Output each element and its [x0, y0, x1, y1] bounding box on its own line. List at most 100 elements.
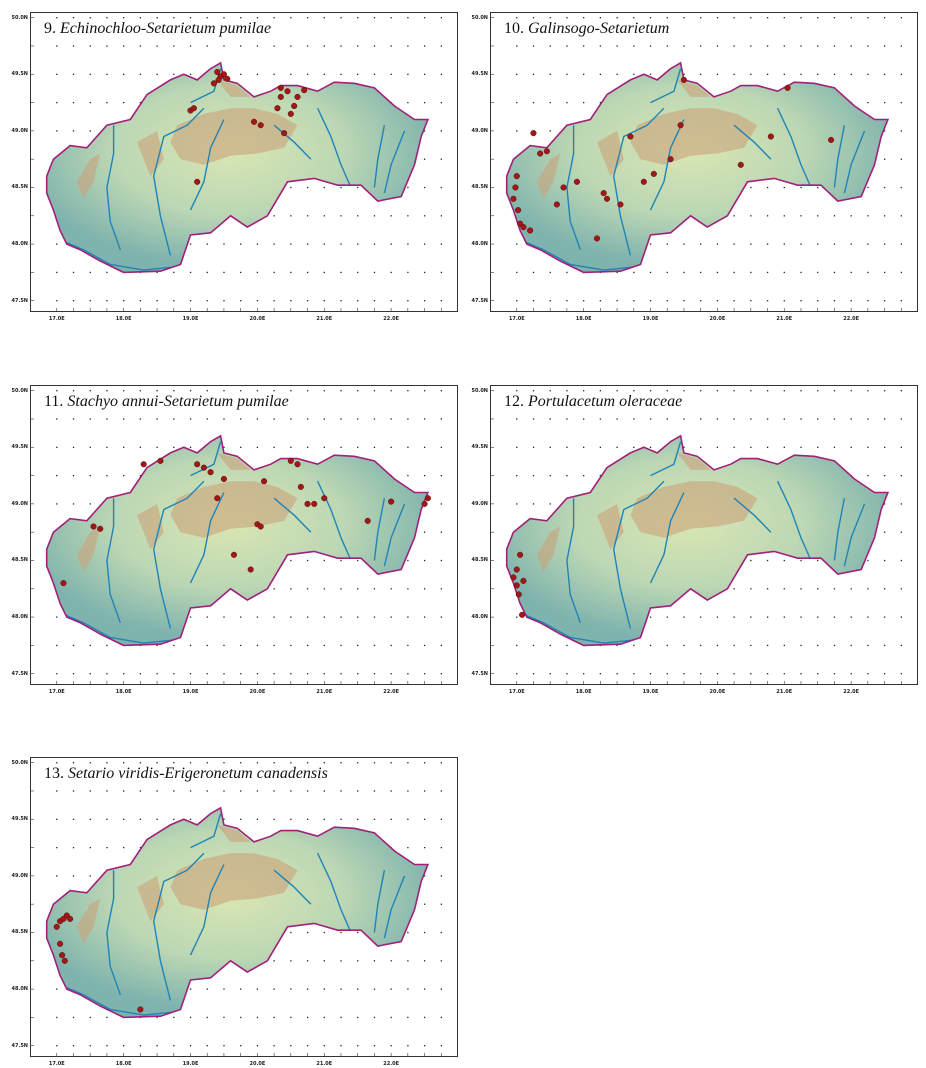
occurrence-point	[553, 201, 560, 208]
occurrence-point	[157, 457, 164, 464]
occurrence-point	[220, 475, 227, 483]
longitude-label: 21.0E	[316, 1061, 333, 1067]
occurrence-point	[294, 461, 301, 468]
occurrence-point	[194, 461, 201, 468]
latitude-label: 48.5N	[471, 184, 488, 191]
map-panel-12: 12. Portulacetum oleraceae 50.0N 49.5N 49.0…	[471, 385, 918, 695]
occurrence-points	[187, 68, 308, 185]
occurrence-point	[519, 611, 526, 618]
country-border	[45, 434, 430, 647]
longitude-label: 22.0E	[843, 689, 859, 695]
occurrence-point	[627, 133, 634, 140]
map-panel-9: 9. Echinochloo-Setarietum pumilae 50.0N 49…	[11, 12, 458, 322]
association-name: Echinochloo-Setarietum pumilae	[60, 20, 272, 37]
map-title: 12. Portulacetum oleraceae	[502, 393, 685, 411]
map-number: 9.	[44, 20, 60, 37]
occurrence-point	[194, 178, 201, 185]
relief	[536, 79, 758, 199]
latitude-label: 47.5N	[11, 1042, 28, 1049]
occurrence-point	[573, 178, 580, 185]
latitude-label: 48.0N	[11, 614, 28, 621]
longitude-label: 20.0E	[709, 316, 726, 322]
occurrence-point	[53, 923, 60, 930]
occurrence-point	[515, 207, 522, 214]
longitude-label: 20.0E	[249, 1061, 266, 1067]
longitude-label: 22.0E	[383, 689, 399, 695]
occurrence-point	[277, 93, 284, 100]
occurrence-point	[520, 577, 527, 584]
rivers	[516, 68, 866, 271]
latitude-label: 48.0N	[11, 241, 28, 248]
occurrence-point	[190, 105, 197, 112]
occurrence-point	[261, 478, 268, 485]
occurrence-point	[677, 122, 684, 129]
occurrence-point	[257, 523, 264, 530]
longitude-label: 20.0E	[709, 689, 726, 695]
occurrence-point	[97, 525, 104, 532]
map-title: 11. Stachyo annui-Setarietum pumilae	[42, 393, 291, 411]
rivers	[56, 813, 406, 1016]
latitude-label: 49.0N	[11, 872, 28, 879]
occurrence-point	[230, 551, 238, 558]
longitude-label: 19.0E	[182, 1061, 199, 1067]
longitude-label: 18.0E	[115, 689, 132, 695]
longitude-label: 19.0E	[642, 689, 659, 695]
map-panel-11: 11. Stachyo annui-Setarietum pumilae 50.0…	[11, 385, 458, 695]
occurrence-point	[593, 235, 601, 242]
country-border	[45, 61, 430, 274]
occurrence-point	[517, 551, 524, 558]
longitude-label: 19.0E	[182, 689, 199, 695]
association-name: Galinsogo-Setarietum	[528, 20, 670, 37]
latitude-label: 50.0N	[11, 759, 28, 766]
country-land	[506, 435, 888, 646]
longitude-label: 19.0E	[642, 316, 659, 322]
country-land	[46, 62, 428, 273]
occurrence-point	[214, 495, 221, 502]
map-number: 10.	[504, 20, 528, 37]
occurrence-point	[560, 184, 567, 191]
map-svg	[490, 12, 918, 312]
latitude-label: 50.0N	[11, 387, 28, 394]
occurrence-point	[207, 469, 214, 476]
map-number: 12.	[504, 393, 528, 410]
association-name: Stachyo annui-Setarietum pumilae	[67, 393, 289, 410]
occurrence-point	[277, 84, 284, 91]
latitude-label: 47.5N	[471, 670, 488, 677]
longitude-label: 17.0E	[48, 1061, 65, 1067]
occurrence-point	[311, 500, 318, 507]
latitude-label: 49.0N	[471, 500, 488, 507]
rivers	[516, 441, 866, 644]
latitude-label: 48.5N	[471, 557, 488, 564]
latitude-label: 49.0N	[11, 127, 28, 134]
occurrence-point	[543, 148, 550, 155]
longitude-label: 20.0E	[249, 316, 266, 322]
occurrence-point	[513, 566, 520, 573]
occurrence-point	[210, 80, 217, 87]
occurrence-point	[617, 201, 624, 208]
longitude-label: 20.0E	[249, 689, 266, 695]
occurrence-point	[388, 498, 395, 505]
occurrence-point	[200, 464, 207, 471]
occurrence-point	[297, 483, 304, 490]
occurrence-point	[510, 574, 517, 581]
longitude-label: 18.0E	[575, 316, 592, 322]
occurrence-point	[680, 76, 687, 83]
occurrence-point	[603, 195, 611, 202]
occurrence-point	[294, 93, 301, 100]
map-svg	[30, 12, 458, 312]
occurrence-points	[510, 551, 527, 618]
occurrence-point	[513, 582, 520, 589]
occurrence-points	[53, 912, 144, 1013]
occurrence-point	[291, 102, 298, 110]
occurrence-point	[767, 133, 774, 140]
latitude-label: 50.0N	[471, 387, 488, 394]
latitude-label: 50.0N	[471, 14, 488, 21]
longitude-label: 21.0E	[316, 316, 333, 322]
longitude-label: 22.0E	[383, 316, 399, 322]
occurrence-point	[90, 523, 97, 530]
country-border	[505, 61, 890, 274]
longitude-label: 21.0E	[776, 316, 793, 322]
occurrence-point	[60, 580, 67, 587]
occurrence-point	[640, 178, 647, 185]
occurrence-point	[301, 87, 308, 94]
